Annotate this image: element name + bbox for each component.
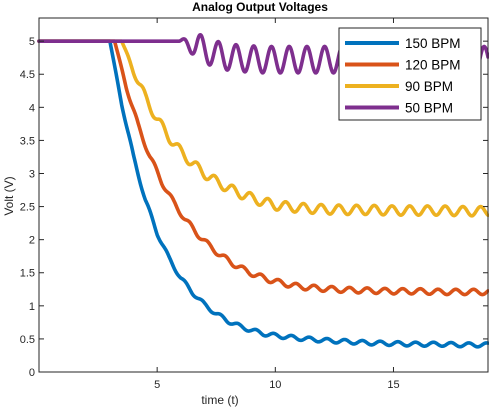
x-axis-label: time (t)	[201, 393, 238, 407]
y-tick-label: 1.5	[20, 268, 35, 280]
axes-box	[38, 17, 489, 373]
axes-layer: 0 0.5 1 1.5 2 2.5 3 3.5 4 4.5 5 5 10 15	[20, 17, 489, 391]
y-tick-label: 3.5	[20, 135, 35, 147]
y-tick-label: 2	[29, 235, 35, 247]
legend-label-2: 120 BPM	[405, 58, 461, 73]
legend-label-4: 50 BPM	[405, 101, 453, 116]
y-tick-label: 2.5	[20, 202, 35, 214]
y-tick-label: 3	[29, 168, 35, 180]
series-line-1	[37, 39, 489, 349]
legend-label-1: 150 BPM	[405, 36, 461, 51]
y-tick-label: 4	[29, 102, 35, 114]
y-tick-label: 0	[29, 367, 35, 379]
x-tick-label: 5	[154, 379, 160, 391]
legend: 150 BPM 120 BPM 90 BPM 50 BPM	[338, 27, 482, 121]
y-tick-label: 0.5	[20, 334, 35, 346]
chart-title: Analog Output Voltages	[192, 0, 328, 14]
x-tick-label: 15	[387, 379, 399, 391]
y-tick-label: 4.5	[20, 69, 35, 81]
legend-label-3: 90 BPM	[405, 79, 453, 94]
y-tick-label: 5	[29, 36, 35, 48]
y-axis-label: Volt (V)	[2, 176, 16, 215]
y-tick-label: 1	[29, 301, 35, 313]
x-tick-label: 10	[269, 379, 281, 391]
